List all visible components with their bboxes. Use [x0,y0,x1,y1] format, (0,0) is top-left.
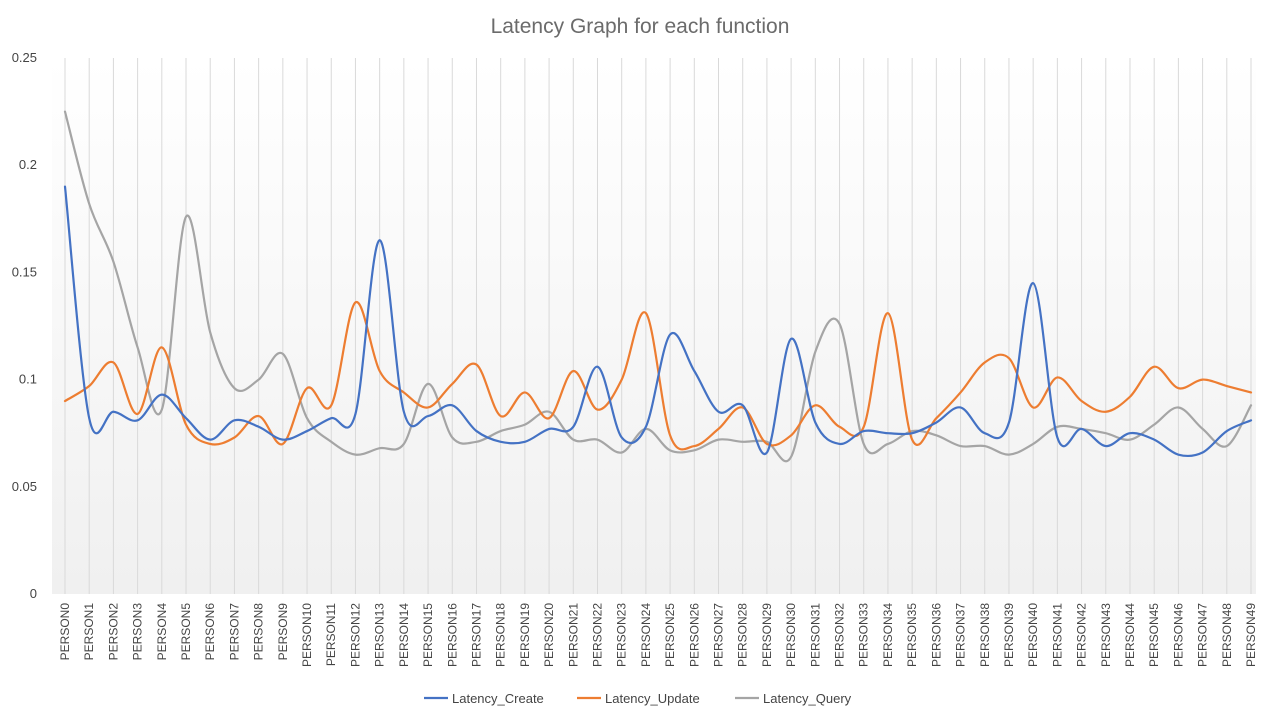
y-tick-label: 0.25 [12,50,37,65]
x-tick-label: PERSON12 [348,603,362,667]
x-tick-label: PERSON2 [106,603,120,661]
x-tick-label: PERSON16 [445,603,459,667]
series-line-latency-create [63,185,1253,458]
x-tick-label: PERSON19 [518,603,532,667]
legend-label: Latency_Query [763,691,852,706]
x-tick-label: PERSON41 [1050,603,1064,667]
gridlines [64,58,1252,594]
x-tick-label: PERSON29 [760,603,774,667]
x-tick-label: PERSON10 [300,603,314,667]
x-tick-label: PERSON34 [881,603,895,667]
legend-item-latency-update: Latency_Update [577,691,700,706]
x-tick-label: PERSON15 [421,603,435,667]
x-tick-label: PERSON30 [784,603,798,667]
x-tick-label: PERSON40 [1026,603,1040,667]
y-tick-label: 0.2 [19,157,37,172]
y-tick-label: 0.1 [19,372,37,387]
x-tick-label: PERSON28 [736,603,750,667]
x-tick-label: PERSON26 [687,603,701,667]
x-tick-label: PERSON7 [227,603,241,661]
plot-area [52,58,1256,594]
y-tick-label: 0 [30,586,37,601]
x-tick-label: PERSON25 [663,603,677,667]
x-tick-label: PERSON6 [203,603,217,661]
x-tick-label: PERSON42 [1075,603,1089,667]
chart-title: Latency Graph for each function [491,15,790,38]
x-tick-label: PERSON1 [82,603,96,661]
y-axis: 0 0.05 0.1 0.15 0.2 0.25 [12,50,37,601]
x-tick-label: PERSON46 [1171,603,1185,667]
x-tick-label: PERSON49 [1244,603,1258,667]
series-line-latency-update [63,301,1253,451]
x-tick-label: PERSON0 [58,603,72,661]
x-tick-label: PERSON13 [373,603,387,667]
legend-item-latency-query: Latency_Query [735,691,852,706]
x-tick-label: PERSON21 [566,603,580,667]
x-axis: PERSON0 PERSON1 PERSON2 PERSON3 PERSON4 PERSO… [58,603,1258,667]
x-tick-label: PERSON11 [324,603,338,666]
x-tick-label: PERSON32 [833,603,847,667]
x-tick-label: PERSON20 [542,603,556,667]
legend-label: Latency_Update [605,691,700,706]
x-tick-label: PERSON43 [1099,603,1113,667]
x-tick-label: PERSON4 [155,603,169,661]
x-tick-label: PERSON45 [1147,603,1161,667]
x-tick-label: PERSON23 [615,603,629,667]
x-tick-label: PERSON31 [808,603,822,667]
x-tick-label: PERSON17 [469,603,483,667]
x-tick-label: PERSON37 [954,603,968,667]
x-tick-label: PERSON14 [397,603,411,667]
legend-label: Latency_Create [452,691,544,706]
x-tick-label: PERSON8 [252,603,266,661]
x-tick-label: PERSON18 [494,603,508,667]
x-tick-label: PERSON3 [131,603,145,661]
x-tick-label: PERSON38 [978,603,992,667]
series-line-latency-query [63,110,1253,463]
legend-item-latency-create: Latency_Create [424,691,544,706]
x-tick-label: PERSON47 [1196,603,1210,667]
x-tick-label: PERSON9 [276,603,290,661]
x-tick-label: PERSON24 [639,603,653,667]
x-tick-label: PERSON22 [590,603,604,667]
x-tick-label: PERSON39 [1002,603,1016,667]
legend: Latency_Create Latency_Update Latency_Quer… [424,691,852,706]
y-tick-label: 0.05 [12,479,37,494]
x-tick-label: PERSON44 [1123,603,1137,667]
x-tick-label: PERSON5 [179,603,193,661]
x-tick-label: PERSON27 [712,603,726,667]
series-lines [63,110,1253,463]
x-tick-label: PERSON35 [905,603,919,667]
x-tick-label: PERSON48 [1220,603,1234,667]
y-tick-label: 0.15 [12,264,37,279]
x-tick-label: PERSON33 [857,603,871,667]
x-tick-label: PERSON36 [929,603,943,667]
